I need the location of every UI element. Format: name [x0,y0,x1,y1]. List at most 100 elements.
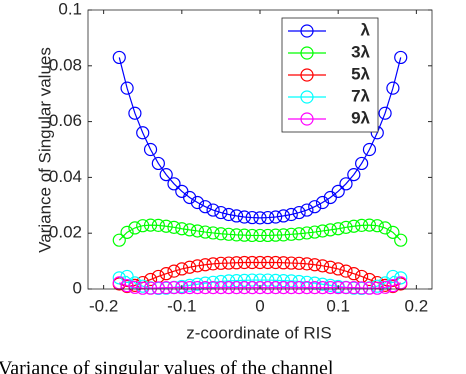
marker [394,50,408,65]
marker [143,142,158,157]
x-tick-label: -0.2 [89,296,118,315]
legend-label: 5λ [351,64,370,83]
marker [362,218,377,232]
marker [253,281,267,295]
marker [183,260,197,274]
marker [120,225,134,239]
marker [323,260,337,274]
y-tick-label: 0.06 [49,111,82,130]
marker [175,281,189,295]
marker [276,209,291,223]
marker [143,281,158,295]
marker [245,281,259,295]
marker [269,273,283,287]
marker [308,225,322,239]
marker [276,256,291,270]
marker [300,281,314,295]
caption: Variance of singular values of the chann… [0,358,334,374]
marker [190,277,205,291]
marker [128,280,142,294]
marker [112,271,126,285]
marker [347,281,361,295]
marker [190,224,205,238]
series-line [118,224,402,241]
marker [339,281,353,295]
marker [347,267,361,281]
marker [362,272,377,287]
marker [331,281,345,295]
marker [276,228,291,242]
marker [190,281,205,295]
marker [276,274,291,288]
marker [120,269,134,284]
marker [175,262,189,276]
marker [315,277,330,291]
x-tick-label: 0.1 [326,296,350,315]
legend-label: 9λ [351,108,370,127]
marker [378,106,392,120]
series-line [118,57,402,219]
marker [112,50,126,65]
marker [159,267,173,281]
legend-marker [300,112,314,126]
marker [331,222,345,236]
legend-label: λ [361,20,371,39]
marker [143,272,158,287]
y-tick-label: 0.04 [49,167,82,186]
marker [315,281,330,295]
marker [292,205,306,220]
marker [229,228,244,242]
marker [237,255,251,270]
marker [331,262,345,276]
marker [206,226,220,240]
marker [253,228,267,243]
marker [206,281,220,295]
marker [378,280,392,294]
marker [128,221,142,235]
marker [143,218,158,232]
marker [222,274,236,288]
marker [214,205,228,220]
marker [237,228,251,242]
marker [276,281,291,295]
marker [253,211,267,225]
legend-marker [300,24,314,38]
marker [136,281,150,295]
marker [284,256,298,270]
marker [394,271,408,285]
marker [167,281,181,295]
plot-frame [87,9,433,290]
y-axis-label: Variance of Singular values [35,47,54,253]
marker [292,227,306,241]
marker [183,281,197,295]
y-tick-label: 0.02 [49,223,82,242]
marker [339,264,353,278]
marker [323,223,337,237]
marker [167,220,181,234]
marker [229,256,244,270]
marker [183,190,197,205]
marker [292,256,306,270]
marker [323,281,337,295]
marker [331,184,345,198]
marker [167,264,181,278]
marker [300,257,314,271]
marker [261,255,275,270]
marker [370,281,384,295]
marker [355,281,369,295]
marker [214,227,228,241]
marker [190,195,205,210]
marker [355,156,369,171]
marker [269,228,283,242]
x-tick-label: -0.1 [167,296,196,315]
marker [151,156,165,171]
marker [167,177,181,191]
marker [245,255,259,270]
marker [386,279,400,293]
marker [269,255,283,270]
marker [229,281,244,295]
marker [237,281,251,295]
y-tick-label: 0.08 [49,55,82,74]
marker [175,222,189,236]
